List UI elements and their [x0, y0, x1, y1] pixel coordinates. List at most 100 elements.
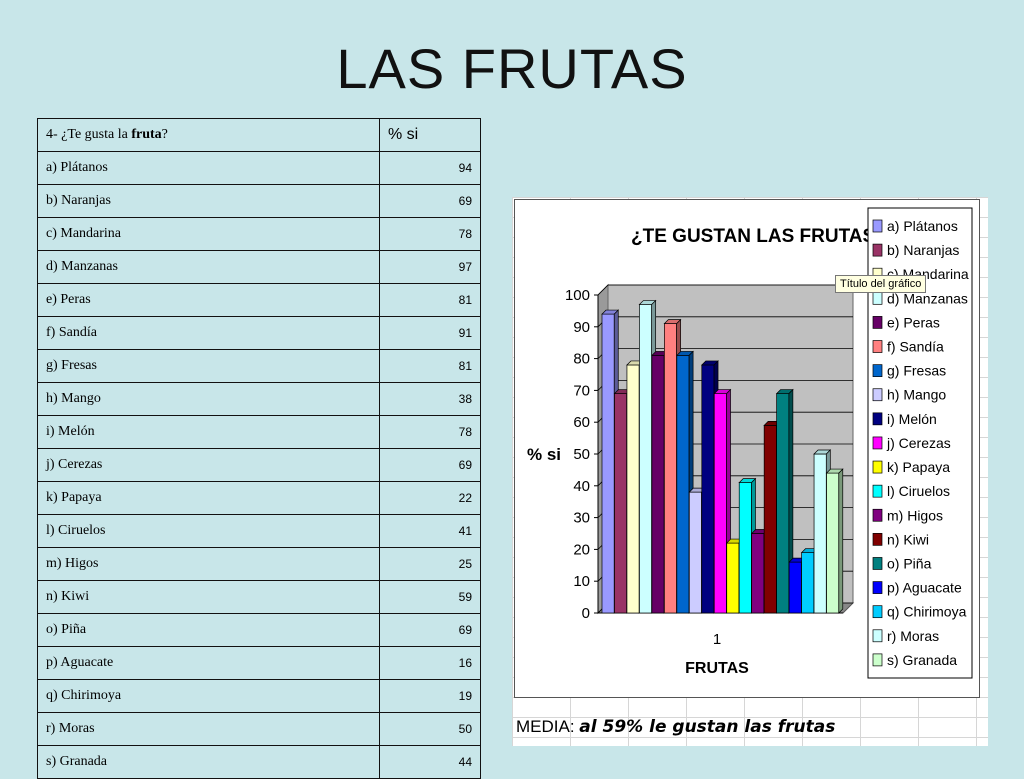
bar-front: [713, 393, 727, 614]
fruit-value-cell: 25: [379, 547, 481, 581]
table-row: o) Piña 69: [37, 613, 481, 647]
table-row: c) Mandarina 78: [37, 217, 481, 251]
table-body: 4- ¿Te gusta la fruta? % si a) Plátanos 9…: [37, 118, 481, 779]
y-tick-label: 10: [573, 573, 590, 590]
y-axis-label: % si: [527, 445, 561, 464]
table-row: e) Peras 81: [37, 283, 481, 317]
legend-label: o) Piña: [887, 555, 932, 571]
question-suffix: ?: [161, 127, 168, 142]
fruit-value-cell: 19: [379, 679, 481, 713]
fruit-label-cell: d) Manzanas: [37, 250, 380, 284]
fruit-label-cell: m) Higos: [37, 547, 380, 581]
table-row: s) Granada 44: [37, 745, 481, 779]
bar-front: [701, 364, 715, 614]
bar-front: [776, 393, 790, 614]
fruit-value-cell: 91: [379, 316, 481, 350]
table-row: i) Melón 78: [37, 415, 481, 449]
table-row: k) Papaya 22: [37, 481, 481, 515]
legend-label: g) Fresas: [887, 363, 946, 379]
y-tick-label: 80: [573, 351, 590, 368]
fruit-label-cell: p) Aguacate: [37, 646, 380, 680]
legend-swatch: [872, 557, 883, 570]
gridline: [597, 284, 853, 296]
table-row: g) Fresas 81: [37, 349, 481, 383]
legend-label: p) Aguacate: [887, 580, 962, 596]
bar-front: [763, 425, 777, 614]
fruit-label-cell: f) Sandía: [37, 316, 380, 350]
legend-swatch: [872, 653, 883, 667]
bar-front: [664, 323, 677, 614]
bar-front: [751, 533, 765, 614]
legend-swatch: [872, 412, 883, 426]
bar-front: [738, 482, 752, 614]
fruit-label-cell: n) Kiwi: [37, 580, 380, 614]
bars: [601, 299, 844, 614]
x-tick-label: 1: [713, 631, 721, 648]
fruit-value-cell: 41: [379, 514, 481, 548]
table-row: j) Cerezas 69: [37, 448, 481, 482]
value-header: % si: [379, 118, 481, 152]
bar-front: [626, 364, 640, 614]
legend-label: j) Cerezas: [886, 435, 951, 451]
media-note: MEDIA: al 59% le gustan las frutas: [516, 717, 835, 737]
fruit-label-cell: k) Papaya: [37, 481, 380, 515]
y-tick-label: 30: [573, 510, 590, 527]
legend-swatch: [872, 605, 883, 619]
legend-label: d) Manzanas: [887, 290, 968, 306]
fruit-label-cell: g) Fresas: [37, 349, 380, 383]
fruit-value-cell: 44: [379, 745, 481, 779]
bar-front: [813, 453, 827, 614]
legend-label: n) Kiwi: [887, 531, 929, 547]
fruit-value-cell: 22: [379, 481, 481, 515]
fruit-label-cell: c) Mandarina: [37, 217, 380, 251]
chart-frame[interactable]: ¿TE GUSTAN LAS FRUTAS? 0 10 20 30 40 50 60 70 80…: [514, 199, 980, 698]
y-tick-label: 40: [573, 478, 590, 495]
legend-swatch: [872, 243, 883, 257]
question-prefix: 4- ¿Te gusta la: [46, 127, 132, 142]
question-cell: 4- ¿Te gusta la fruta?: [37, 118, 380, 152]
legend-swatch: [872, 460, 883, 474]
fruit-label-cell: l) Ciruelos: [37, 514, 380, 548]
legend-label: q) Chirimoya: [887, 604, 967, 620]
y-tick-label: 0: [582, 605, 590, 622]
bar: [775, 388, 794, 614]
table-header-row: 4- ¿Te gusta la fruta? % si: [37, 118, 481, 152]
bar-front: [614, 393, 628, 614]
fruit-value-cell: 59: [379, 580, 481, 614]
fruit-label-cell: o) Piña: [37, 613, 380, 647]
fruit-value-cell: 81: [379, 349, 481, 383]
legend-label: l) Ciruelos: [887, 483, 950, 499]
table-row: h) Mango 38: [37, 382, 481, 416]
y-tick-label: 90: [573, 319, 590, 336]
media-text: al 59% le gustan las frutas: [579, 717, 836, 737]
legend-swatch: [872, 581, 883, 594]
fruit-table: 4- ¿Te gusta la fruta? % si a) Plátanos 9…: [37, 118, 481, 779]
legend-swatch: [872, 316, 883, 329]
table-row: d) Manzanas 97: [37, 250, 481, 284]
legend-label: i) Melón: [887, 411, 937, 427]
bar-front: [688, 491, 702, 614]
legend-swatch: [872, 291, 883, 305]
table-row: r) Moras 50: [37, 712, 481, 746]
fruit-value-cell: 94: [379, 151, 481, 185]
fruit-label-cell: s) Granada: [37, 745, 380, 779]
fruit-value-cell: 97: [379, 250, 481, 284]
x-axis-label: FRUTAS: [685, 660, 749, 677]
bar-front: [651, 355, 665, 614]
legend-swatch: [872, 388, 883, 402]
question-bold: fruta: [131, 127, 162, 142]
legend-label: h) Mango: [887, 387, 946, 403]
fruit-label-cell: q) Chirimoya: [37, 679, 380, 713]
bar-front: [801, 552, 815, 614]
fruit-value-cell: 16: [379, 646, 481, 680]
legend-label: r) Moras: [887, 628, 939, 644]
bar-front: [639, 304, 653, 614]
legend-swatch: [872, 364, 883, 377]
bar-front: [726, 542, 740, 614]
y-tick-label: 50: [573, 446, 590, 463]
fruit-value-cell: 38: [379, 382, 481, 416]
table-row: n) Kiwi 59: [37, 580, 481, 614]
legend-label: s) Granada: [887, 652, 957, 668]
table-row: m) Higos 25: [37, 547, 481, 581]
bar-front: [601, 313, 615, 614]
